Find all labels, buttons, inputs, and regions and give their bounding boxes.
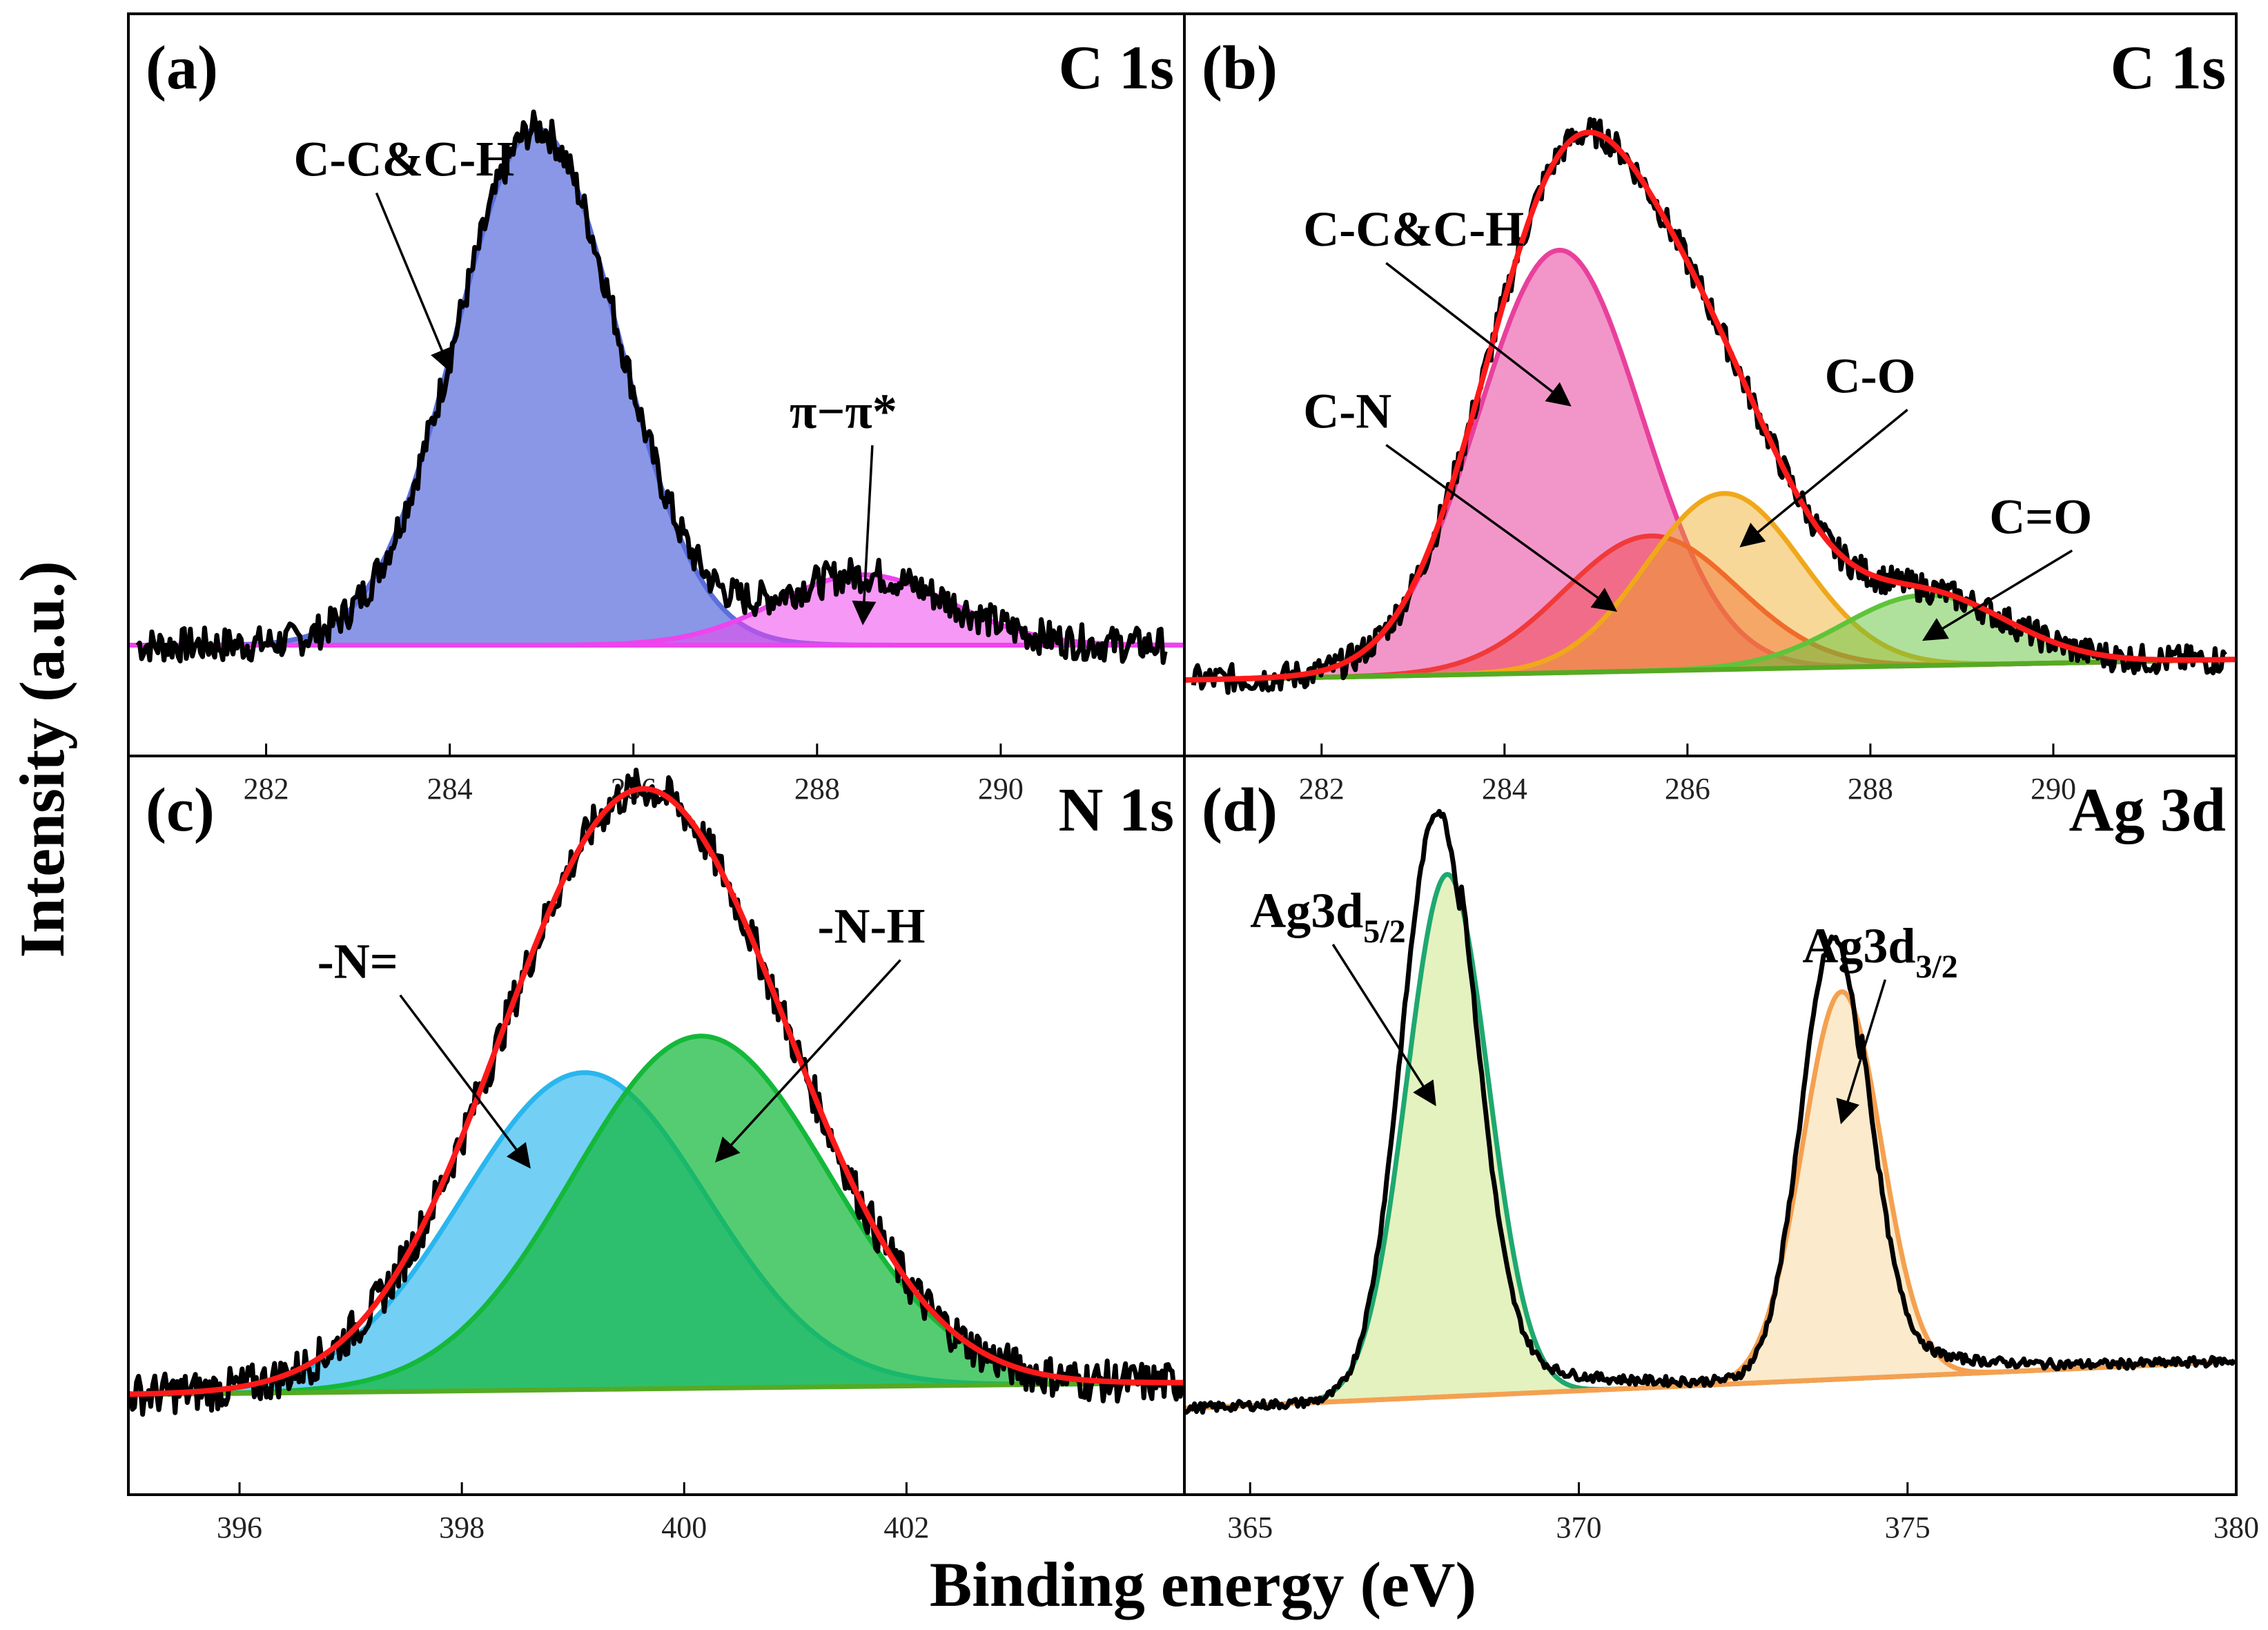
panel-title: C 1s <box>2110 34 2226 102</box>
background-line <box>128 1380 1184 1397</box>
panel-title: N 1s <box>1058 776 1174 844</box>
component-fill-c-o <box>1184 595 2236 680</box>
plot-area <box>128 767 1184 1417</box>
peak-label-c-c-c-h: C-C&C-H <box>293 132 514 187</box>
annotation-arrow <box>1385 444 1618 612</box>
x-tick-label: 398 <box>439 1511 485 1544</box>
panel-label: (c) <box>146 776 215 844</box>
raw-spectrum <box>135 109 1168 666</box>
plot-area <box>1184 117 2236 695</box>
component-fill-c-n <box>1184 536 2236 680</box>
panel-title: Ag 3d <box>2069 776 2226 844</box>
panel-b: 282 284 286 288 290 (b) C 1s C-C&C-H C-N C-O C=O <box>1183 12 2238 806</box>
annotation-arrow <box>1385 262 1572 407</box>
x-tick-label: 282 <box>1299 772 1345 806</box>
peak-label-c-c-c-h: C-C&C-H <box>1303 202 1524 257</box>
peak-label-n-h: -N-H <box>818 899 926 954</box>
x-tick-label: 365 <box>1227 1511 1273 1544</box>
annotation-arrow <box>1836 979 1887 1125</box>
x-tick-label: 286 <box>1665 772 1710 806</box>
component-curve-ag3d5-2 <box>1184 871 2236 1411</box>
x-tick-label: 282 <box>244 772 289 806</box>
x-tick-label: 400 <box>661 1511 707 1544</box>
component-fill-c-o <box>1184 493 2236 680</box>
x-tick-label: 396 <box>217 1511 262 1544</box>
x-tick-label: 284 <box>427 772 473 806</box>
panel-c: 396 398 400 402 (c) N 1s -N= -N-H <box>127 755 1186 1544</box>
component-fill-ag3d5-2 <box>1184 874 2236 1408</box>
annotation-arrow <box>1922 550 2073 641</box>
x-tick-label: 290 <box>2031 772 2076 806</box>
x-tick-label: 375 <box>1885 1511 1930 1544</box>
panel-label: (a) <box>146 34 218 102</box>
component-fill-c-c-c-h <box>1184 250 2236 680</box>
raw-spectrum <box>1184 808 2236 1415</box>
peak-label-c-o: C-O <box>1825 349 1916 404</box>
x-tick-label: 402 <box>883 1511 929 1544</box>
peak-label-n: -N= <box>317 934 398 989</box>
panel-a: 282 284 286 288 290(a) C 1sC-C&C-Hπ−π* <box>127 12 1186 806</box>
annotation-arrow <box>1331 944 1436 1107</box>
x-tick-label: 284 <box>1482 772 1527 806</box>
envelope-fit <box>1184 129 2236 683</box>
panel-d: 365 370 375 380 (d) Ag 3d Ag3d5/2 Ag3d3/2 <box>1183 755 2259 1544</box>
component-fill-ag3d3-2 <box>1184 991 2236 1408</box>
plot-area <box>1184 808 2236 1415</box>
x-axis-title: Binding energy (eV) <box>930 1549 1476 1620</box>
background-line <box>1184 657 2236 683</box>
annotation-arrow <box>375 192 453 373</box>
plot-area <box>128 109 1184 666</box>
x-tick-label: 288 <box>794 772 840 806</box>
envelope-fit <box>128 786 1184 1397</box>
peak-label-c-n: C-N <box>1303 384 1391 439</box>
x-tick-label: 288 <box>1848 772 1893 806</box>
panel-frame <box>1183 755 2238 1496</box>
panel-label: (d) <box>1202 776 1278 844</box>
component-curve-ag3d3-2 <box>1184 989 2236 1411</box>
x-tick-label: 290 <box>978 772 1024 806</box>
annotation-arrow <box>1739 409 1908 547</box>
annotation-arrow <box>852 445 877 625</box>
x-tick-label: 380 <box>2213 1511 2259 1544</box>
x-tick-label: 370 <box>1556 1511 1602 1544</box>
component-fill-n-h <box>128 1036 1184 1395</box>
peak-label-ag3d5-2: Ag3d5/2 <box>1250 883 1405 950</box>
annotation-arrow <box>715 959 901 1163</box>
peak-label-ag3d3-2: Ag3d3/2 <box>1802 918 1957 985</box>
y-axis-title: Intensity (a.u.) <box>7 561 77 958</box>
panel-title: C 1s <box>1058 34 1174 102</box>
component-fill-c-c-c-h <box>128 128 1184 646</box>
annotation-arrow <box>399 994 531 1169</box>
panel-label: (b) <box>1202 34 1278 102</box>
peak-label-c-o: C=O <box>1989 489 2092 545</box>
peak-label-: π−π* <box>790 384 897 439</box>
